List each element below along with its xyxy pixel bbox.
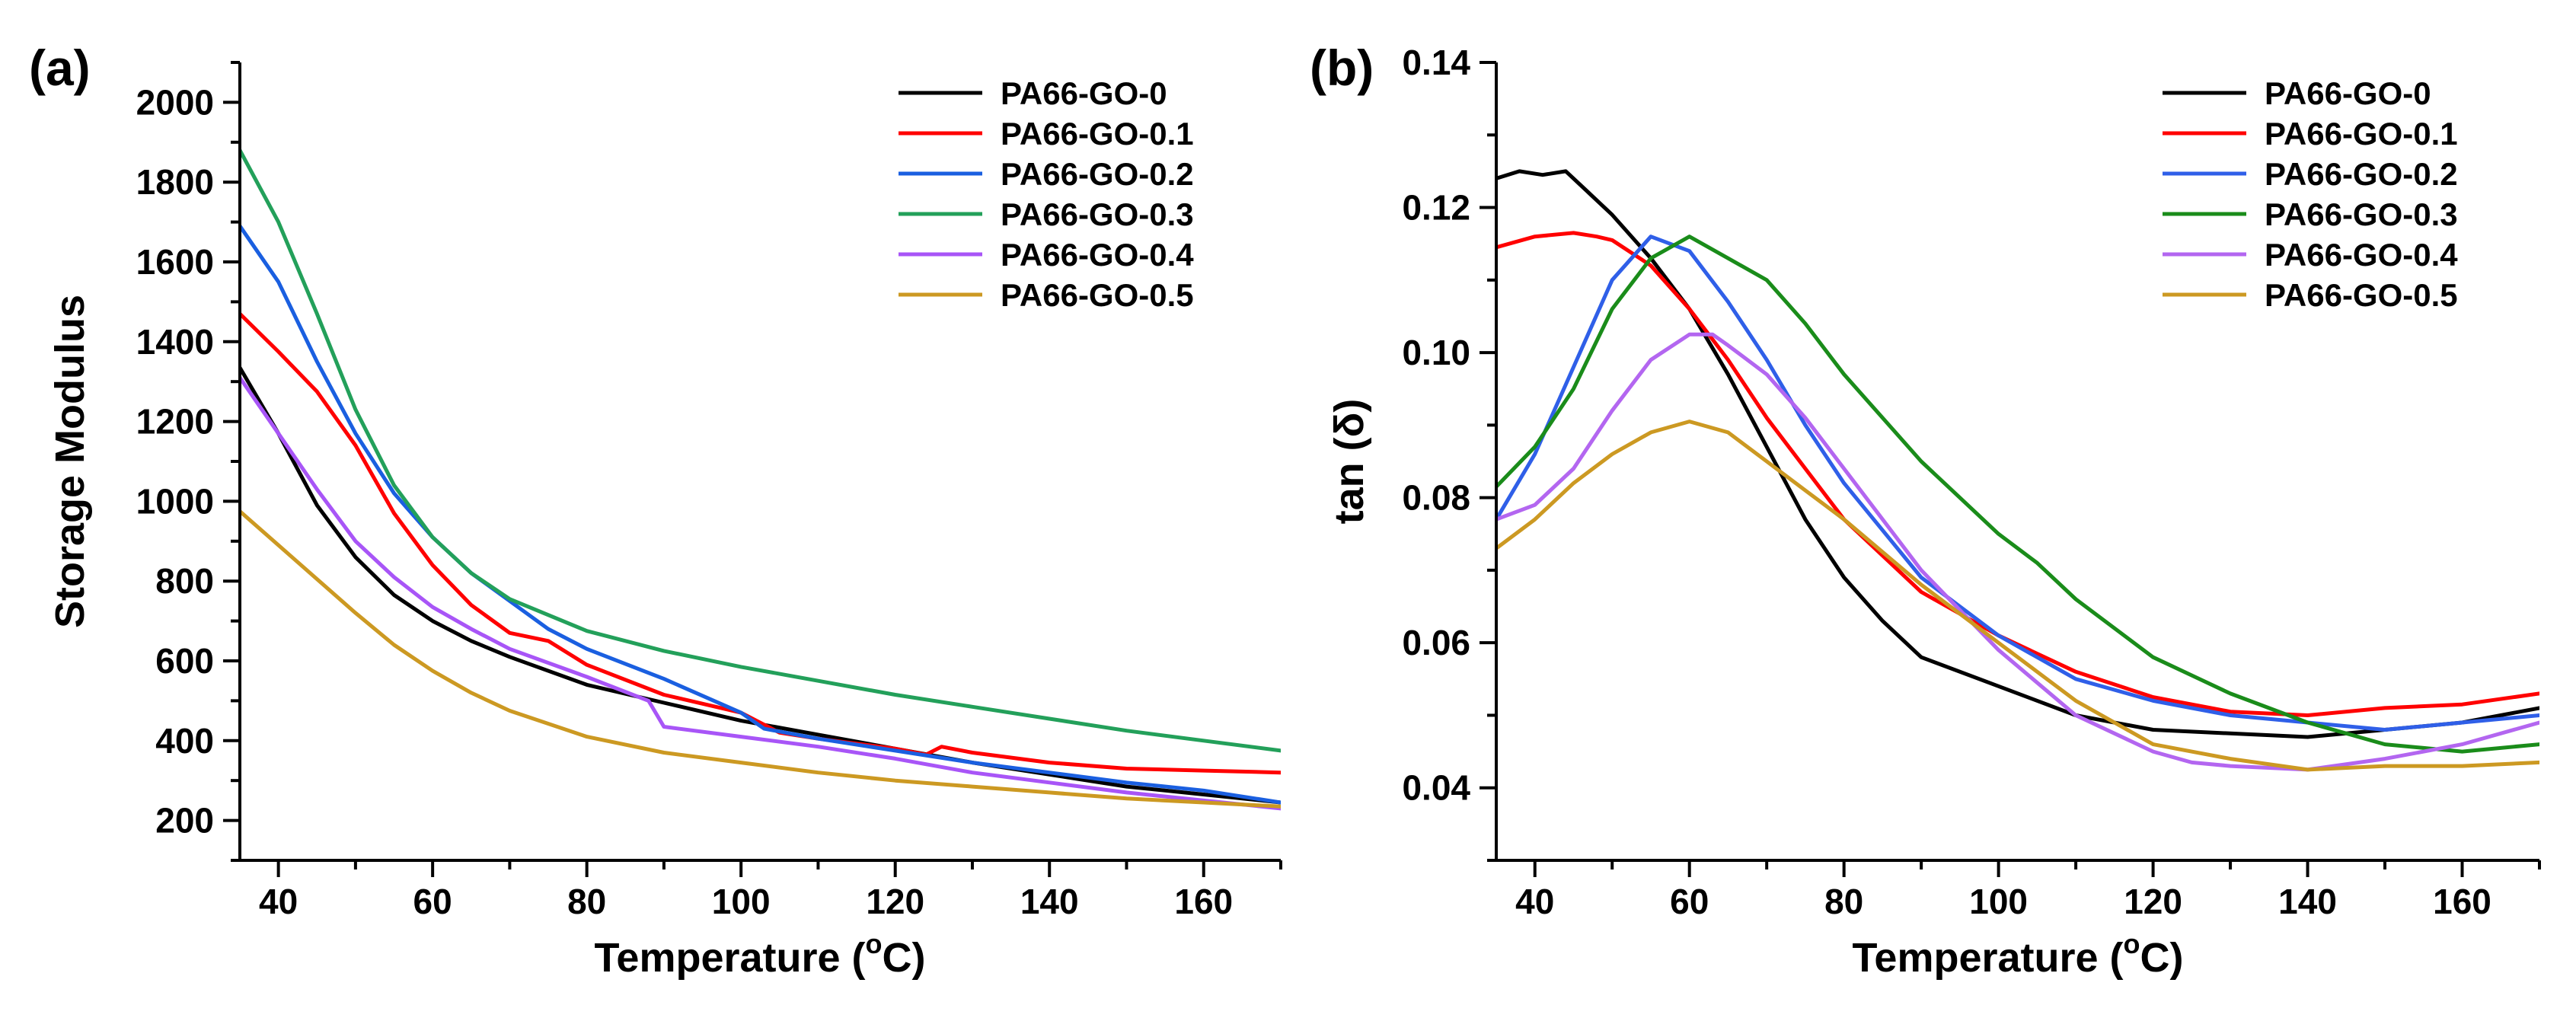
panel-b-x-axis-title-sup: o	[2124, 928, 2140, 959]
panel-a-y-tick-label: 200	[155, 801, 214, 841]
panel-b-series-pa66-go-0-3	[1496, 235, 2539, 754]
panel-a-legend-label: PA66-GO-0.1	[1001, 116, 1194, 152]
panel-b-series-pa66-go-0-5	[1496, 420, 2539, 772]
panel-a-series-pa66-go-0-3	[240, 148, 1281, 753]
panel-a-x-tick-label: 100	[712, 882, 771, 921]
panel-a-legend-label: PA66-GO-0.4	[1001, 237, 1194, 273]
panel-b-x-axis-title-main: Temperature (	[1852, 935, 2123, 981]
panel-b-x-tick-label: 120	[2124, 882, 2182, 921]
panel-a-x-tick-label: 160	[1174, 882, 1233, 921]
panel-b-y-tick-label: 0.06	[1402, 623, 1470, 662]
panel-b-legend-label: PA66-GO-0.4	[2265, 237, 2458, 273]
panel-a-y-axis-title: Storage Modulus	[47, 295, 93, 628]
panel-a-x-axis-title-main: Temperature (	[594, 935, 865, 981]
panel-b-series-pa66-go-0-1	[1496, 231, 2539, 717]
panel-b-y-tick-label: 0.08	[1402, 478, 1470, 518]
panel-a-label: (a)	[29, 40, 91, 96]
panel-b-legend-label: PA66-GO-0.1	[2265, 116, 2458, 152]
panel-a-x-tick-label: 80	[567, 882, 606, 921]
panel-a-x-axis-title-end: C)	[883, 935, 926, 981]
panel-b-x-tick-label: 40	[1515, 882, 1554, 921]
panel-a-series-layer	[240, 148, 1281, 811]
panel-a-y-tick-label: 1200	[136, 402, 214, 442]
panel-b-x-tick-label: 100	[1969, 882, 2028, 921]
panel-a-series-pa66-go-0-5	[240, 509, 1281, 809]
panel-a-series-pa66-go-0-1	[240, 311, 1281, 775]
panel-a-x-tick-label: 60	[413, 882, 452, 921]
panel-a-x-tick-label: 120	[866, 882, 924, 921]
panel-a-y-tick-label: 1800	[136, 162, 214, 202]
panel-a-legend-label: PA66-GO-0.5	[1001, 277, 1194, 313]
panel-a-legend-label: PA66-GO-0	[1001, 75, 1167, 111]
panel-b-series-pa66-go-0	[1496, 169, 2539, 739]
panel-b-x-axis-title-end: C)	[2140, 935, 2184, 981]
panel-a-y-tick-label: 1400	[136, 322, 214, 362]
panel-b-y-tick-label: 0.14	[1402, 43, 1470, 82]
panel-a-legend-label: PA66-GO-0.3	[1001, 196, 1194, 232]
panel-a-y-tick-label: 600	[155, 641, 214, 681]
panel-b-x-tick-label: 60	[1670, 882, 1709, 921]
panel-a-x-tick-label: 40	[259, 882, 298, 921]
panel-b-series-layer	[1496, 169, 2539, 772]
panel-a-y-tick-label: 800	[155, 561, 214, 601]
panel-a-x-tick-label: 140	[1020, 882, 1079, 921]
panel-a-x-axis-title: Temperature (oC)	[594, 928, 925, 981]
panel-b-legend-label: PA66-GO-0.3	[2265, 196, 2458, 232]
panel-a-legend: PA66-GO-0 PA66-GO-0.1 PA66-GO-0.2 PA66-GO-0…	[899, 75, 1194, 313]
panel-b-label: (b)	[1310, 40, 1374, 96]
panel-b-legend-label: PA66-GO-0.5	[2265, 277, 2458, 313]
panel-b-x-tick-label: 160	[2433, 882, 2491, 921]
panel-b-legend-label: PA66-GO-0	[2265, 75, 2431, 111]
panel-a-x-axis-title-sup: o	[866, 928, 883, 959]
panel-a-series-pa66-go-0	[240, 365, 1281, 805]
panel-b-ticks: 40 60 80 100 120 140 160 0.04 0.06 0.08 0.10 0.12 0.…	[1402, 43, 2541, 921]
panel-b-y-tick-label: 0.04	[1402, 768, 1470, 808]
panel-a-y-tick-label: 2000	[136, 82, 214, 122]
panel-b-y-tick-label: 0.12	[1402, 188, 1470, 228]
panel-a-series-pa66-go-0-4	[240, 375, 1281, 811]
panel-b-series-pa66-go-0-4	[1496, 332, 2539, 772]
panel-b-x-tick-label: 140	[2278, 882, 2337, 921]
panel-b-chart: (b) 40 60 80 100 120 140 160 0.04 0.06 0.08 0.10 0.…	[1310, 40, 2541, 981]
panel-b-x-tick-label: 80	[1824, 882, 1863, 921]
panel-b-x-axis-title: Temperature (oC)	[1852, 928, 2183, 981]
panel-b-legend-label: PA66-GO-0.2	[2265, 156, 2458, 192]
panel-a-legend-label: PA66-GO-0.2	[1001, 156, 1194, 192]
panel-a-y-tick-label: 400	[155, 721, 214, 761]
panel-b-y-axis-title: tan (δ)	[1326, 399, 1372, 525]
panel-a-ticks: 40 60 80 100 120 140 160 200 400 600 800 1000 1200 14…	[136, 61, 1282, 921]
panel-a-y-tick-label: 1600	[136, 242, 214, 282]
panel-a-y-tick-label: 1000	[136, 481, 214, 521]
panel-b-y-tick-label: 0.10	[1402, 333, 1470, 372]
panel-a-series-pa66-go-0-2	[240, 224, 1281, 805]
panel-b-legend: PA66-GO-0 PA66-GO-0.1 PA66-GO-0.2 PA66-GO-0…	[2163, 75, 2458, 313]
panel-a-chart: (a) 40 60 80 100 120 140 160 200 400 600 800 1000 12…	[29, 40, 1282, 981]
